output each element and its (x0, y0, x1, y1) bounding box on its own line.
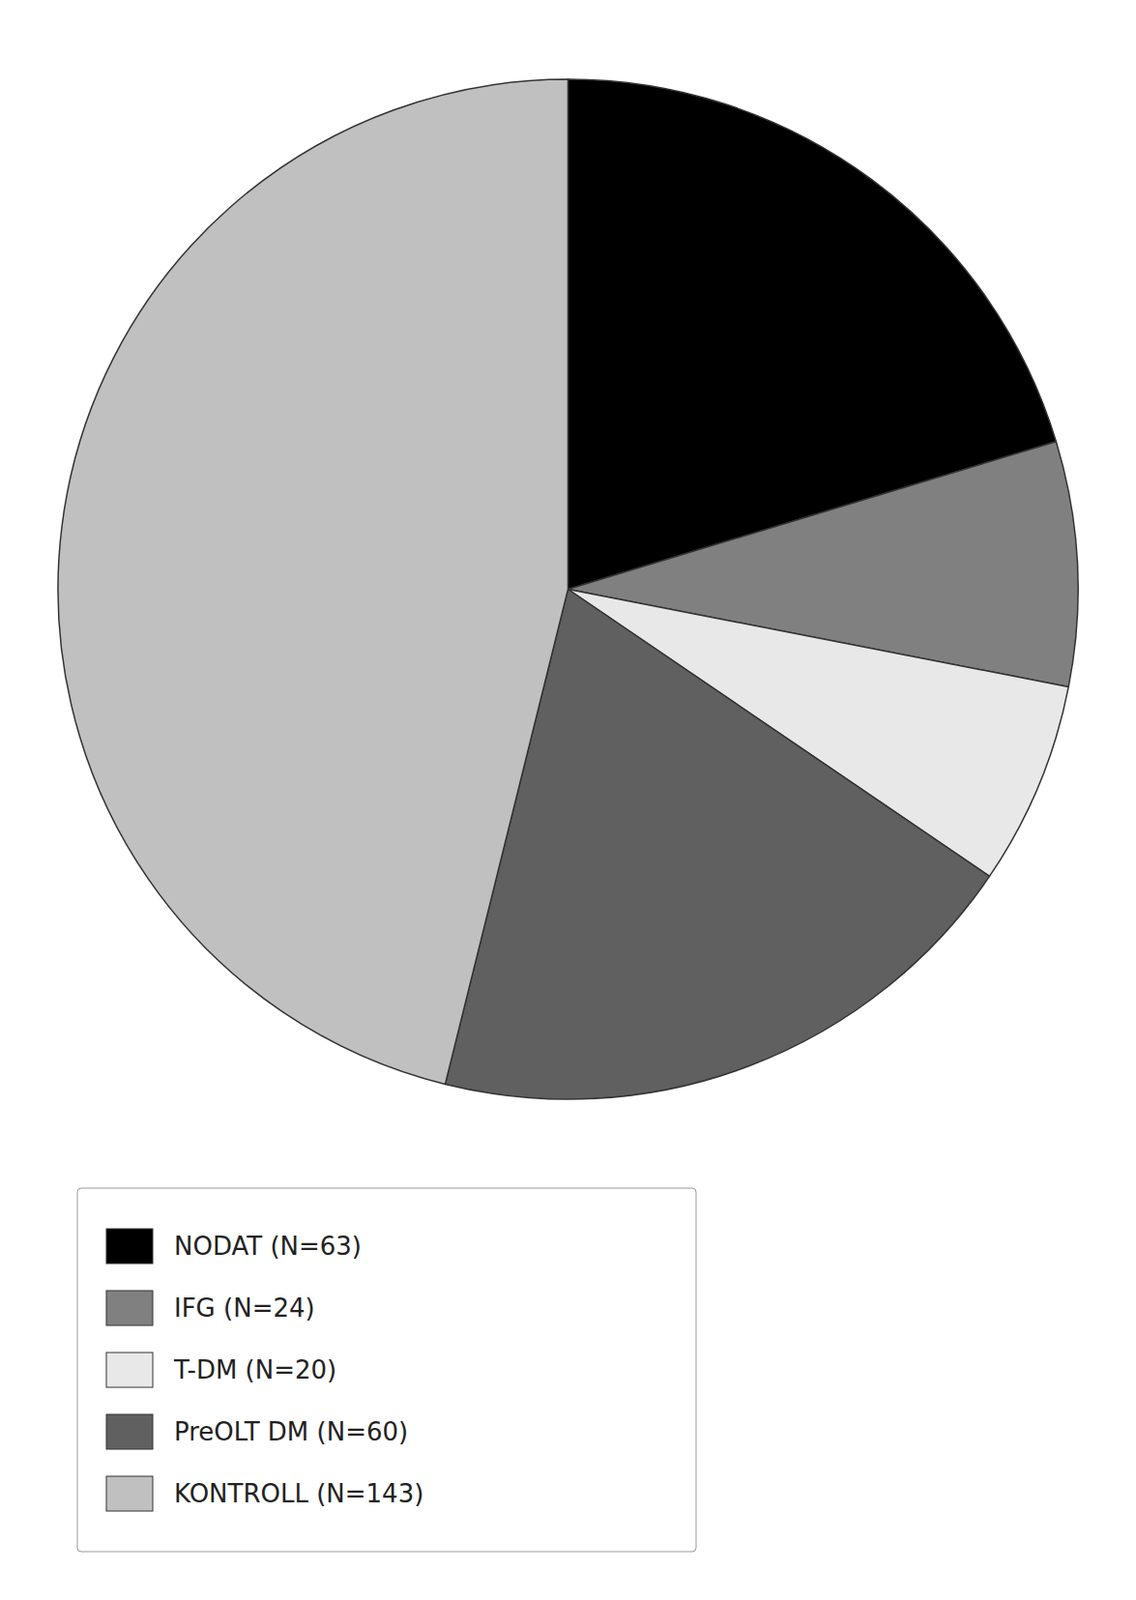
legend-swatch (106, 1414, 153, 1450)
legend-label: NODAT (N=63) (174, 1231, 362, 1261)
chart: NODAT (N=63) IFG (N=24) T-DM (N=20) PreOLT … (0, 0, 1136, 1600)
legend-swatch (106, 1352, 153, 1388)
legend-label: T-DM (N=20) (173, 1355, 337, 1385)
legend-label: KONTROLL (N=143) (174, 1479, 424, 1509)
legend-swatch (106, 1228, 153, 1264)
legend-label: PreOLT DM (N=60) (174, 1417, 408, 1447)
pie-slice (58, 79, 569, 1084)
legend: NODAT (N=63) IFG (N=24) T-DM (N=20) PreOLT … (77, 1188, 697, 1552)
pie (58, 79, 1078, 1100)
legend-box (77, 1188, 697, 1552)
legend-swatch (106, 1476, 153, 1512)
legend-swatch (106, 1290, 153, 1326)
legend-label: IFG (N=24) (174, 1293, 316, 1323)
